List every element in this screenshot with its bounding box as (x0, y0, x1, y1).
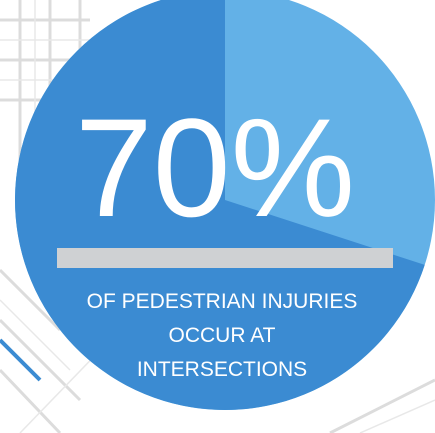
value-label: 70% (75, 89, 355, 246)
pie-slice (15, 0, 425, 410)
caption-line: OF PEDESTRIAN INJURIES (87, 290, 358, 313)
caption-line: OCCUR AT (169, 324, 276, 347)
divider-bar (57, 248, 393, 268)
caption-line: INTERSECTIONS (137, 358, 307, 381)
